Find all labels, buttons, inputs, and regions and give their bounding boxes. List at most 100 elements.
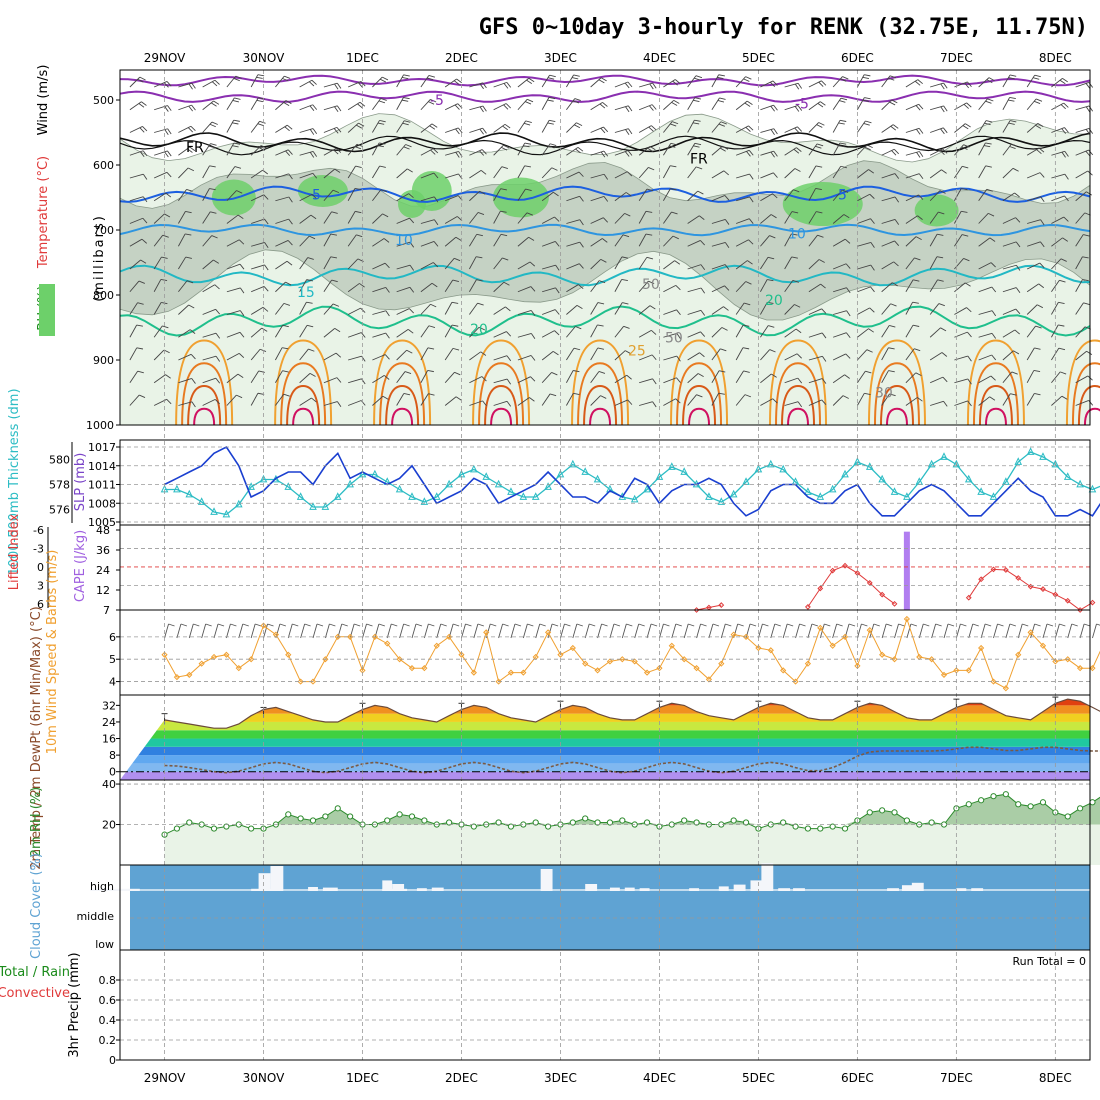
wind-barb-flag: [767, 279, 774, 282]
wind10-marker: [569, 644, 576, 652]
rh2m-marker: [544, 823, 552, 830]
wind-barb: [881, 325, 890, 338]
wind10-barb: [993, 623, 998, 639]
wind-legend-label: Wind (m/s): [36, 65, 51, 136]
dewpt-line: [164, 746, 1100, 774]
wind-barb: [687, 190, 699, 202]
wind10-barb: [461, 623, 466, 639]
temperature-legend-label: Temperature (°C): [36, 156, 51, 269]
wind-barb-flag: [918, 194, 924, 200]
wind10-barb-flag: [762, 623, 769, 627]
wind-barb: [590, 126, 604, 133]
wind-barb-flag: [529, 261, 536, 267]
wind-barb-flag: [916, 128, 921, 135]
wind-barb: [711, 194, 726, 202]
wind-barb: [493, 331, 507, 338]
wind-barb: [590, 371, 600, 384]
surface-isotherm: [583, 384, 618, 426]
wind-barb-flag: [791, 233, 798, 236]
wind10-barb-flag: [415, 623, 423, 627]
wind-barb: [1002, 97, 1011, 110]
wind-barb-flag: [817, 102, 824, 108]
wind10-tick-label: 4: [109, 676, 116, 689]
wind-barb-flag: [844, 238, 851, 244]
wind-barb-flag: [868, 169, 875, 174]
slp-line: [164, 445, 1100, 517]
wind-barb-flag: [984, 122, 991, 126]
wind-barb-flag: [597, 347, 605, 350]
thickness-marker: [531, 492, 540, 500]
wind-barb: [202, 100, 214, 111]
wind-barb: [905, 279, 914, 292]
high-cloud-bar: [971, 888, 984, 891]
wind-barb-flag: [549, 119, 556, 123]
thickness-marker: [890, 487, 899, 495]
wind-barb-flag: [1064, 173, 1069, 180]
wind-barb-flag: [599, 103, 606, 109]
surface-isotherm: [577, 362, 624, 426]
wind-barb: [978, 142, 986, 156]
wind-barb-flag: [455, 128, 460, 135]
wind-barb-flag: [138, 280, 145, 284]
wind-barb: [250, 306, 264, 315]
isotherm: [119, 135, 1091, 156]
wind-barb-flag: [940, 327, 947, 332]
wind-barb: [687, 75, 697, 88]
lifted-index-marker: [879, 591, 886, 598]
high-cloud-bar: [750, 880, 763, 891]
wind-barb: [954, 144, 964, 156]
wind10-barb: [634, 623, 640, 639]
wind-barb-flag: [1038, 283, 1045, 289]
wind10-barb-flag: [1083, 623, 1091, 627]
wind-barb-flag: [384, 262, 390, 269]
wind-barb-flag: [142, 196, 148, 203]
thickness-marker: [507, 487, 515, 495]
wind-barb: [760, 398, 773, 406]
wind-barb-flag: [963, 258, 970, 262]
wind-barb-flag: [143, 173, 148, 180]
wind-barb-flag: [359, 283, 365, 288]
wind-barb: [1026, 262, 1041, 270]
wind-barb: [1075, 234, 1084, 247]
wind-barb: [614, 192, 627, 202]
wind-barb-flag: [1034, 393, 1041, 396]
wind10-barb: [659, 623, 664, 639]
rh2m-marker: [1027, 803, 1034, 810]
wind-barb-flag: [821, 378, 827, 384]
wind-barb-flag: [1039, 172, 1045, 178]
wind-barb: [493, 257, 503, 270]
wind10-barb: [584, 623, 590, 639]
wind-barb: [881, 303, 891, 315]
wind-barb-flag: [669, 145, 676, 148]
wind-barb-flag: [652, 82, 657, 89]
wind-barb: [566, 171, 580, 179]
wind-barb-flag: [161, 256, 168, 259]
chart-title: GFS 0~10day 3-hourly for RENK (32.75E, 1…: [479, 15, 1088, 40]
wind-barb-flag: [525, 188, 532, 192]
li-tick-label: 0: [37, 561, 44, 574]
wind-barb: [784, 126, 798, 133]
wind-barb-flag: [912, 301, 919, 304]
wind-barb-flag: [627, 105, 633, 112]
wind-barb: [735, 125, 749, 133]
thickness-marker: [630, 494, 639, 503]
wind-barb: [784, 82, 799, 88]
surface-isotherm: [867, 339, 926, 426]
wind-barb-flag: [502, 125, 508, 131]
wind-barb-flag: [283, 102, 290, 107]
wind-barb: [323, 401, 338, 406]
wind-barb: [541, 97, 550, 110]
wind-barb: [347, 122, 359, 133]
wind-barb-flag: [530, 286, 536, 292]
wind-barb: [420, 99, 431, 111]
wind-barb-flag: [919, 151, 924, 157]
wind-barb: [735, 347, 744, 361]
wind-barb: [129, 150, 144, 156]
wind-barb: [251, 242, 265, 247]
wind-barb: [493, 211, 501, 224]
wind-barb: [1075, 400, 1089, 406]
wind-barb: [1051, 195, 1065, 202]
rh2m-marker: [891, 809, 898, 816]
rh2m-marker: [965, 801, 972, 808]
wind-barb: [1075, 82, 1090, 88]
